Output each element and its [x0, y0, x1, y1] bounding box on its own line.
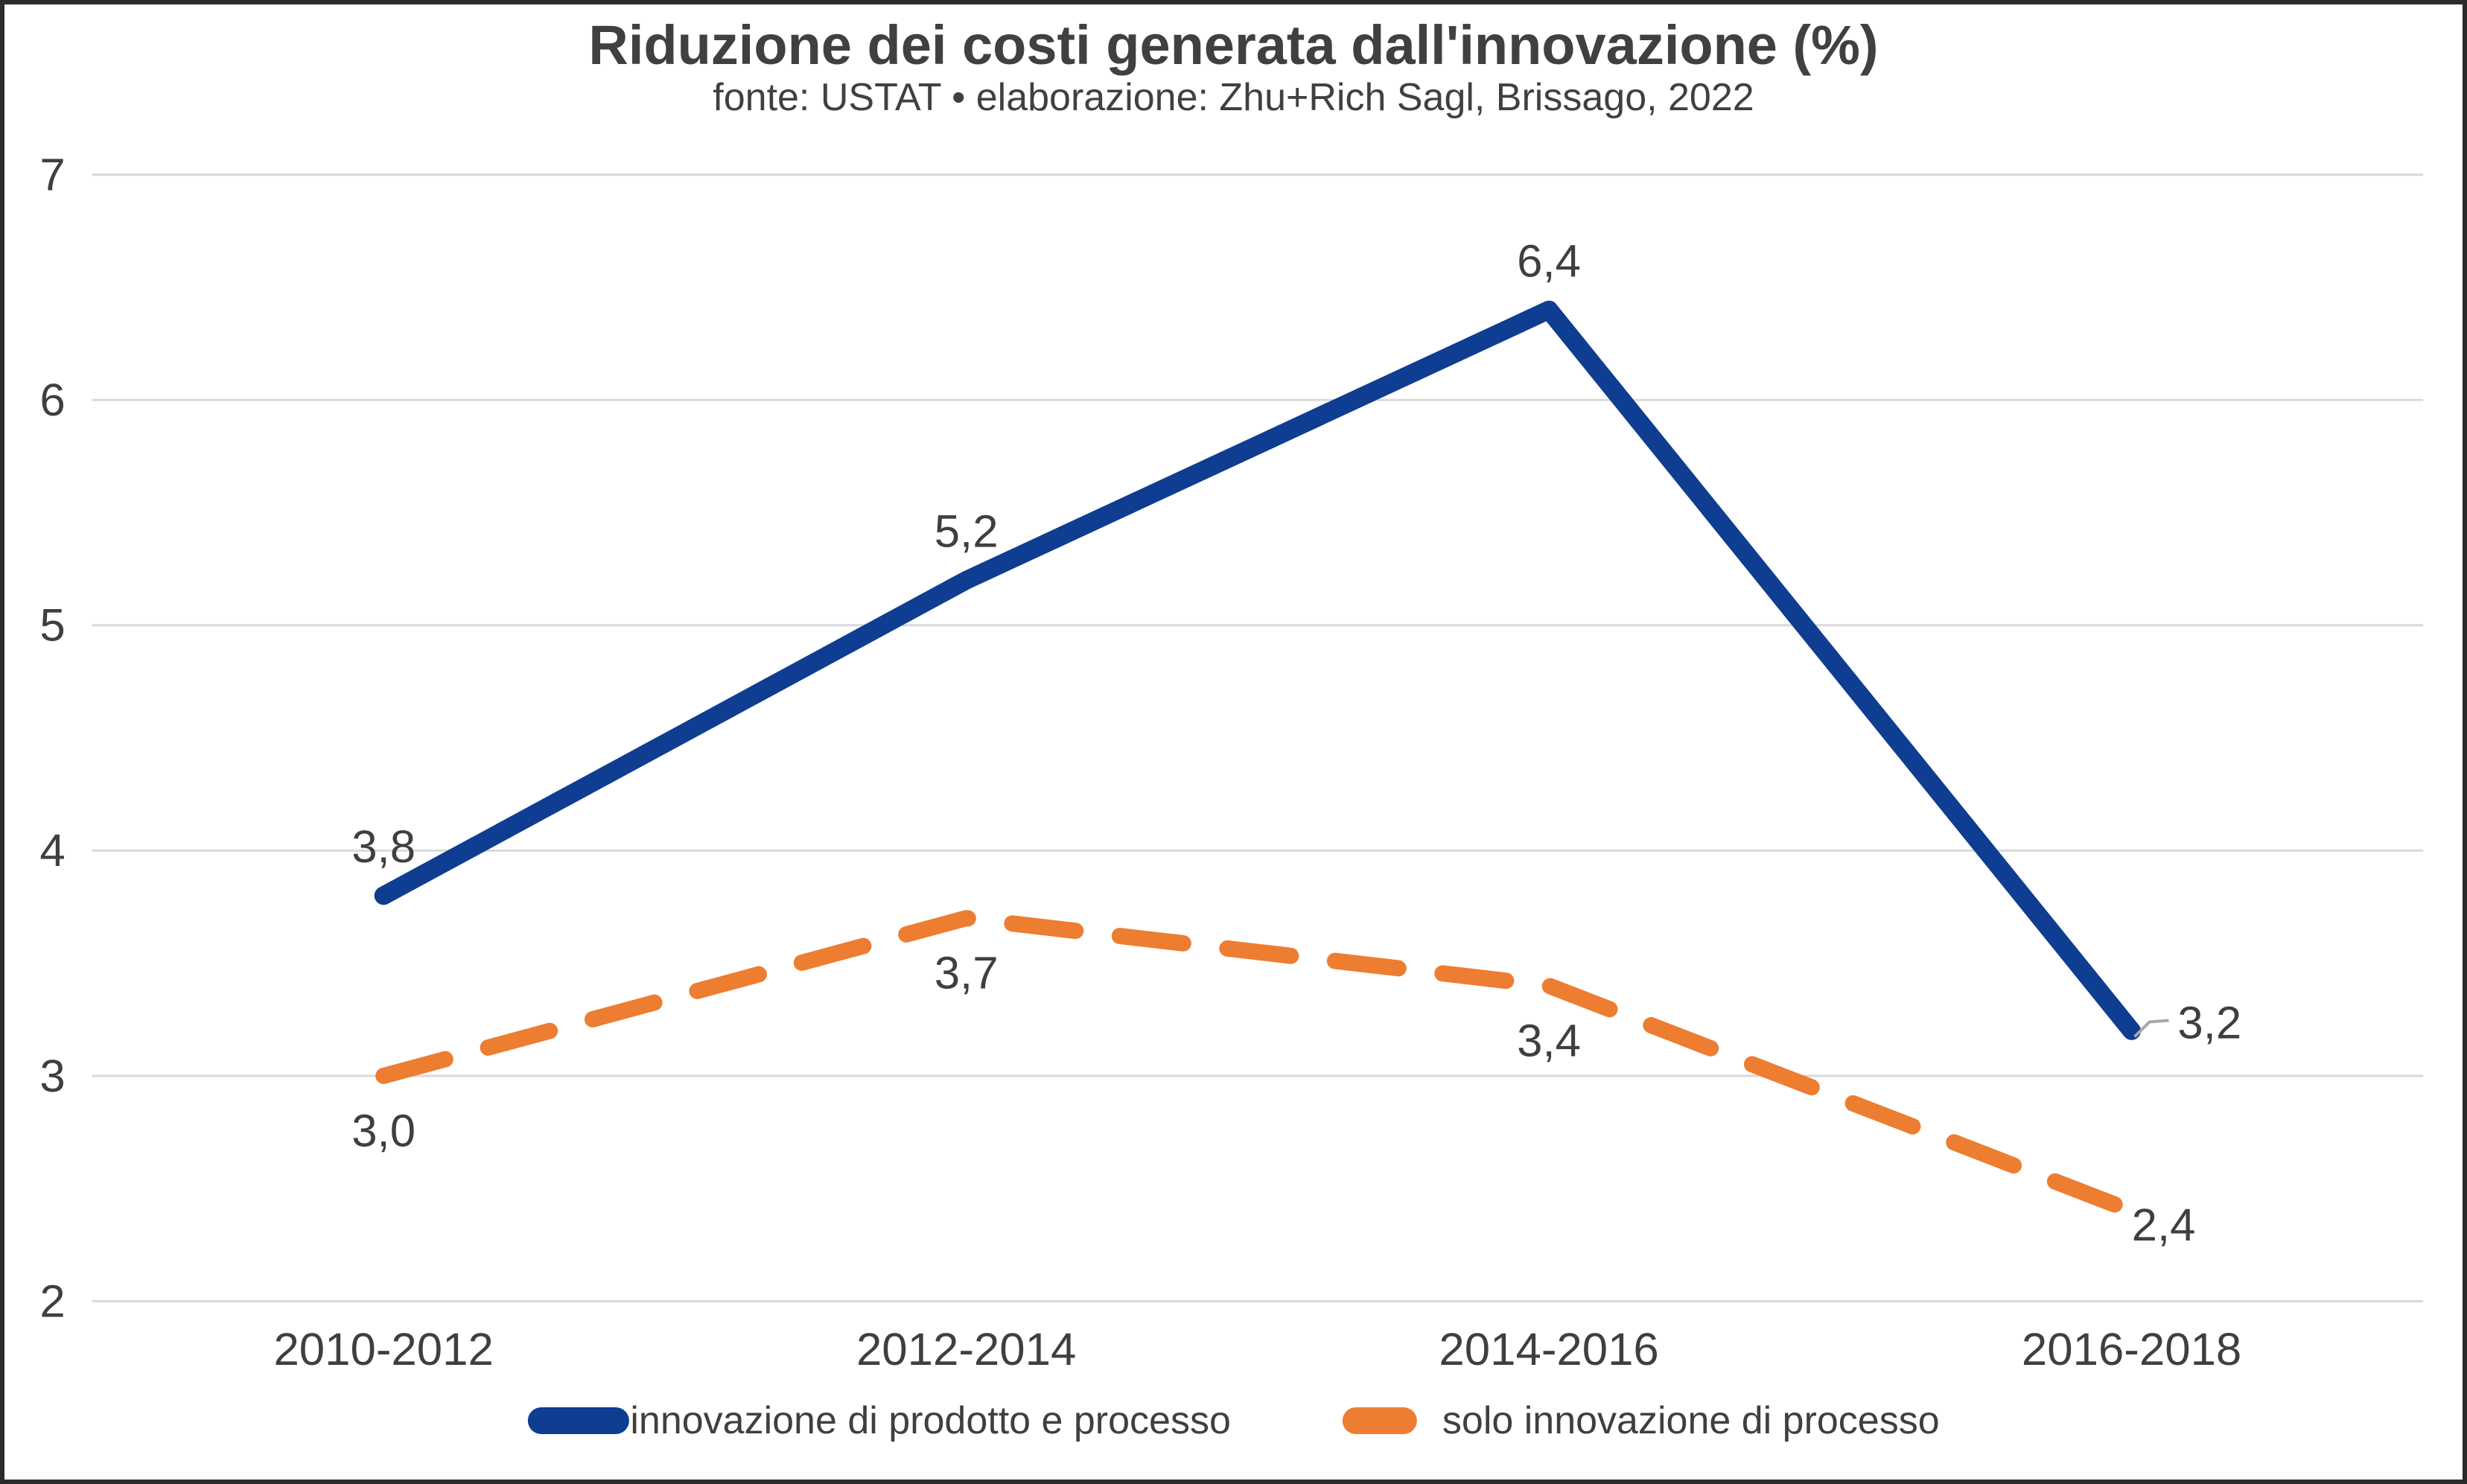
- y-axis-tick-label: 2: [39, 1276, 65, 1327]
- chart-subtitle: fonte: USTAT • elaborazione: Zhu+Rich Sa…: [713, 76, 1754, 120]
- y-axis-tick-label: 4: [39, 825, 65, 876]
- chart-title: Riduzione dei costi generata dall'innova…: [588, 14, 1879, 76]
- legend-item-solo-processo: solo innovazione di processo: [1342, 1399, 1940, 1442]
- y-axis-tick-label: 7: [39, 150, 65, 201]
- data-label-3-8: 3,8: [351, 821, 416, 873]
- legend-label-solo-processo: solo innovazione di processo: [1442, 1399, 1940, 1442]
- data-label-2-4: 2,4: [2132, 1200, 2196, 1251]
- data-label-3-7: 3,7: [935, 948, 999, 999]
- data-label-3-0: 3,0: [351, 1105, 416, 1156]
- legend-label-prodotto-e-processo: innovazione di prodotto e processo: [630, 1399, 1231, 1442]
- data-label-6-4: 6,4: [1517, 235, 1581, 287]
- x-axis-tick-label: 2012-2014: [856, 1324, 1076, 1375]
- legend-item-prodotto-e-processo: innovazione di prodotto e processo: [527, 1401, 1231, 1440]
- x-axis-tick-label: 2014-2016: [1439, 1324, 1658, 1375]
- data-label-3-4: 3,4: [1517, 1015, 1581, 1066]
- plot-area: 2 3 4 5 6 7 2010-2012 2012-2014 2014-2016 2016-20…: [39, 150, 2424, 1375]
- legend-swatch-blue-solid-line: [527, 1407, 629, 1434]
- y-axis-tick-label: 5: [39, 600, 65, 652]
- legend: innovazione di prodotto e processo solo …: [527, 1399, 1940, 1442]
- x-axis-tick-label: 2016-2018: [2022, 1324, 2241, 1375]
- y-axis-tick-label: 3: [39, 1051, 65, 1102]
- data-label-5-2: 5,2: [935, 506, 999, 558]
- series-line-orange-dashed: [375, 910, 2140, 1220]
- chart-header: Riduzione dei costi generata dall'innova…: [4, 15, 2463, 120]
- y-axis-tick-label: 6: [39, 375, 65, 426]
- x-axis-tick-label: 2010-2012: [273, 1324, 493, 1375]
- series-line-blue-solid: [374, 300, 2142, 1040]
- data-label-leader-line: [2133, 1019, 2169, 1038]
- legend-swatch-orange-dash: [1342, 1407, 1417, 1434]
- data-label-3-2: 3,2: [2177, 997, 2241, 1048]
